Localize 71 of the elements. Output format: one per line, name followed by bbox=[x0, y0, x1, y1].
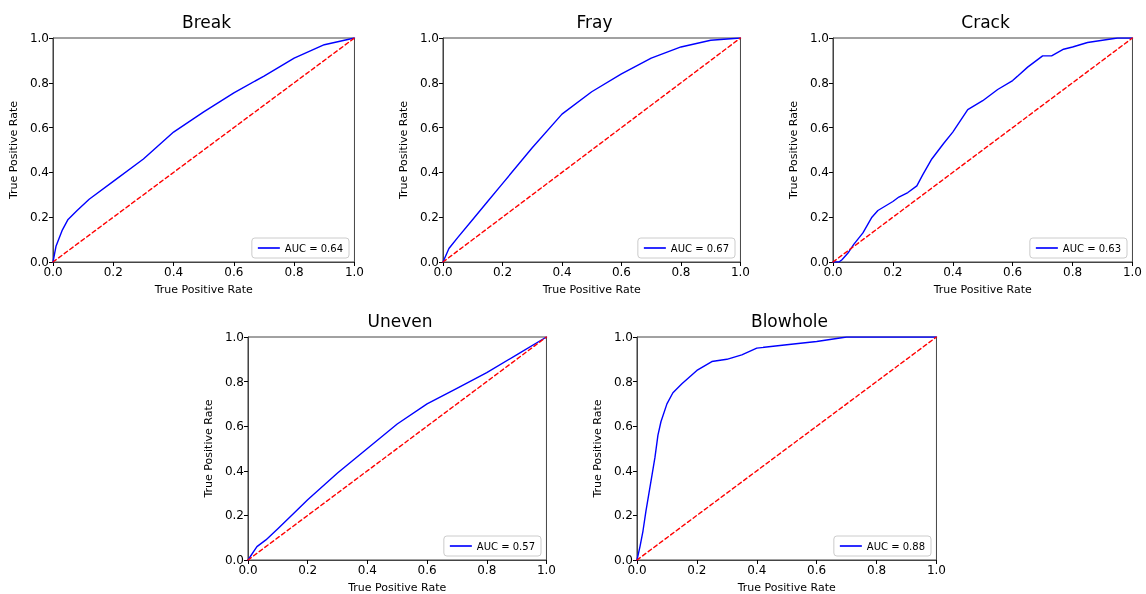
x-tick-label: 0.2 bbox=[883, 265, 903, 279]
x-axis-title: True Positive Rate bbox=[347, 581, 447, 594]
x-tick-label: 0.6 bbox=[1003, 265, 1023, 279]
x-tick-label: 0.8 bbox=[671, 265, 691, 279]
x-tick-label: 0.4 bbox=[747, 563, 767, 577]
x-axis-title: True Positive Rate bbox=[736, 581, 836, 594]
y-tick-label: 0.8 bbox=[29, 75, 49, 90]
x-tick-label: 0.4 bbox=[357, 563, 377, 577]
chart-title: Crack bbox=[961, 11, 1010, 32]
y-tick-label: 0.6 bbox=[419, 120, 439, 135]
y-axis-title: True Positive Rate bbox=[591, 399, 604, 499]
line-series bbox=[247, 336, 548, 561]
y-tick-label: 0.6 bbox=[613, 419, 633, 434]
y-tick-label: 1.0 bbox=[613, 330, 633, 344]
x-tick-label: 0.2 bbox=[687, 563, 707, 577]
x-tick-label: 0.2 bbox=[103, 265, 123, 279]
y-tick-label: 0.4 bbox=[419, 165, 439, 180]
legend-label: AUC = 0.64 bbox=[284, 242, 344, 254]
y-tick-label: 0.2 bbox=[613, 508, 633, 523]
y-tick-label: 0.8 bbox=[419, 75, 439, 90]
y-tick-label: 0.4 bbox=[29, 165, 49, 180]
y-axis-title: True Positive Rate bbox=[202, 399, 215, 499]
x-tick-label: 1.0 bbox=[344, 265, 364, 279]
x-axis-title: True Positive Rate bbox=[153, 283, 253, 296]
y-tick-label: 0.6 bbox=[224, 419, 244, 434]
x-tick-label: 0.4 bbox=[943, 265, 963, 279]
y-tick-label: 0.8 bbox=[224, 374, 244, 389]
legend-label: AUC = 0.88 bbox=[866, 540, 926, 552]
x-tick-label: 1.0 bbox=[730, 265, 750, 279]
x-tick-label: 0.8 bbox=[284, 265, 304, 279]
y-tick-label: 0.8 bbox=[613, 374, 633, 389]
y-axis-title: True Positive Rate bbox=[787, 100, 800, 200]
x-axis-title: True Positive Rate bbox=[541, 283, 641, 296]
line-series bbox=[442, 37, 742, 263]
y-tick-label: 0.6 bbox=[809, 120, 829, 135]
x-tick-label: 1.0 bbox=[926, 563, 946, 577]
legend-label: AUC = 0.63 bbox=[1062, 242, 1122, 254]
y-tick-label: 0.2 bbox=[419, 210, 439, 225]
y-tick-label: 0.2 bbox=[29, 210, 49, 225]
y-tick-label: 1.0 bbox=[29, 31, 49, 45]
line-series bbox=[832, 37, 1134, 263]
y-tick-label: 1.0 bbox=[809, 31, 829, 45]
y-axis-title: True Positive Rate bbox=[7, 100, 20, 200]
legend-label: AUC = 0.67 bbox=[670, 242, 730, 254]
y-tick-label: 0.2 bbox=[224, 508, 244, 523]
y-tick-label: 0.8 bbox=[809, 75, 829, 90]
x-tick-label: 1.0 bbox=[536, 563, 556, 577]
x-tick-label: 0.2 bbox=[492, 265, 513, 279]
y-axis-title: True Positive Rate bbox=[397, 100, 410, 200]
y-tick-label: 0.4 bbox=[613, 463, 633, 478]
line-series bbox=[52, 37, 356, 263]
chart-title: Break bbox=[182, 11, 232, 32]
x-tick-label: 0.8 bbox=[867, 563, 887, 577]
chart-title: Uneven bbox=[367, 310, 433, 331]
y-tick-label: 1.0 bbox=[224, 330, 244, 344]
x-tick-label: 0.8 bbox=[1063, 265, 1083, 279]
y-tick-label: 0.4 bbox=[809, 165, 829, 180]
legend-label: AUC = 0.57 bbox=[476, 540, 536, 552]
chart-title: Blowhole bbox=[750, 310, 829, 331]
x-tick-label: 0.2 bbox=[298, 563, 318, 577]
x-axis-title: True Positive Rate bbox=[932, 283, 1032, 296]
chart-title: Fray bbox=[576, 11, 613, 32]
x-tick-label: 0.4 bbox=[552, 265, 572, 279]
x-tick-label: 0.4 bbox=[164, 265, 184, 279]
x-tick-label: 1.0 bbox=[1122, 265, 1142, 279]
y-tick-label: 0.2 bbox=[809, 210, 829, 225]
y-tick-label: 0.6 bbox=[29, 120, 49, 135]
y-tick-label: 1.0 bbox=[419, 31, 439, 45]
line-series bbox=[636, 336, 938, 561]
x-tick-label: 0.8 bbox=[477, 563, 497, 577]
y-tick-label: 0.4 bbox=[224, 463, 244, 478]
